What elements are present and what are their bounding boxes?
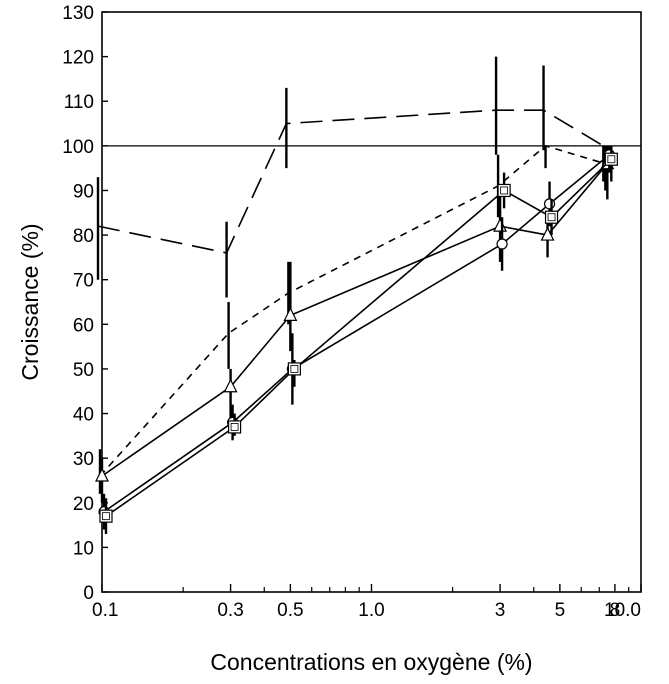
series-square xyxy=(99,145,618,534)
x-tick-label: 1.0 xyxy=(358,600,384,621)
y-tick-label: 130 xyxy=(62,3,94,24)
series-line xyxy=(103,154,610,513)
y-tick-label: 80 xyxy=(73,226,94,247)
x-tick-label: 10.0 xyxy=(604,600,641,621)
x-tick-label: 3 xyxy=(495,600,506,621)
square-marker xyxy=(497,183,511,198)
x-tick-label: 0.5 xyxy=(277,600,303,621)
y-tick-label: 60 xyxy=(73,315,94,336)
series-line xyxy=(99,144,606,477)
square-marker xyxy=(227,420,242,434)
series-line xyxy=(101,163,608,477)
triangle-marker xyxy=(493,217,508,232)
triangle-marker xyxy=(223,378,238,393)
x-tick-label: 8 xyxy=(610,600,621,621)
series-line xyxy=(105,158,612,517)
y-axis-title: Croissance (%) xyxy=(17,223,43,380)
square-marker-inner xyxy=(547,213,556,222)
series-layer xyxy=(95,56,618,534)
y-axis: 0 10 20 30 40 50 60 70 80 90 100 110 120 130 xyxy=(62,3,108,604)
y-tick-label: 50 xyxy=(73,360,94,381)
y-tick-label: 20 xyxy=(73,494,94,515)
y-tick-label: 90 xyxy=(73,181,94,202)
circle-marker xyxy=(496,238,508,250)
x-axis-title: Concentrations en oxygène (%) xyxy=(210,649,532,675)
square-marker-inner xyxy=(500,186,508,195)
series-long-dash xyxy=(96,56,605,298)
plot-border xyxy=(101,11,642,593)
x-tick-label: 5 xyxy=(555,600,566,621)
x-tick-label: 0.1 xyxy=(92,600,118,621)
y-tick-label: 10 xyxy=(73,538,94,559)
circle-marker xyxy=(543,198,556,210)
square-marker-inner xyxy=(230,423,239,431)
square-marker xyxy=(604,152,618,166)
triangle-marker xyxy=(283,307,298,321)
y-tick-label: 0 xyxy=(83,583,94,604)
triangle-marker xyxy=(95,467,109,482)
square-marker-inner xyxy=(607,155,616,164)
square-marker xyxy=(544,210,559,224)
series-triangle xyxy=(95,145,615,503)
y-tick-label: 40 xyxy=(73,405,94,426)
series-circle xyxy=(98,145,615,530)
series-line xyxy=(97,109,604,254)
square-marker-inner xyxy=(102,512,110,521)
y-tick-label: 100 xyxy=(62,137,94,158)
y-tick-label: 70 xyxy=(73,271,94,292)
y-tick-label: 120 xyxy=(62,48,94,69)
y-tick-label: 110 xyxy=(64,92,94,113)
square-marker xyxy=(287,362,301,376)
x-axis: 0.1 0.3 0.5 1.0 3 5 810.0 xyxy=(92,584,642,621)
y-tick-label: 30 xyxy=(73,449,94,470)
square-marker-inner xyxy=(290,365,299,373)
plot-frame xyxy=(101,11,642,593)
square-marker xyxy=(99,509,113,523)
x-tick-label: 0.3 xyxy=(217,600,243,621)
